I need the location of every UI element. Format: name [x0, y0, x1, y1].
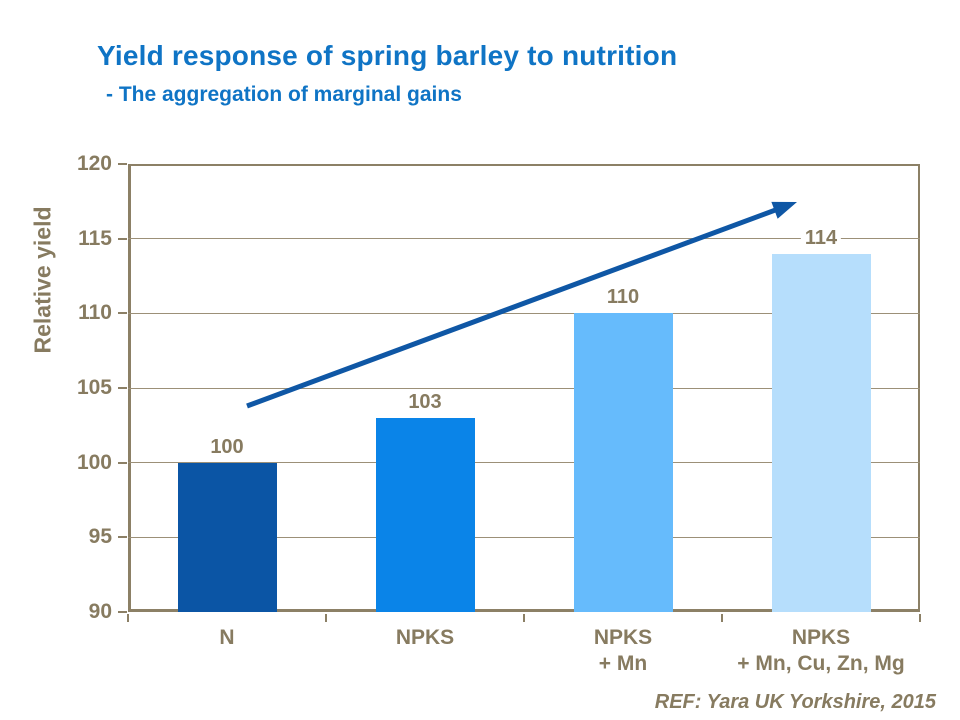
page-subtitle: - The aggregation of marginal gains [106, 83, 462, 106]
y-tick-label: 115 [78, 226, 112, 250]
y-tick-mark [118, 461, 127, 464]
bar-value-label: 110 [602, 286, 644, 309]
x-category-label: N [219, 626, 235, 649]
x-category-label: NPKS + Mn [593, 626, 653, 675]
y-tick-mark [118, 387, 127, 389]
y-tick-mark [118, 312, 127, 315]
gridline [128, 536, 920, 538]
y-tick-label: 120 [76, 152, 112, 175]
reference-text: REF: Yara UK Yorkshire, 2015 [654, 691, 936, 713]
x-tick-mark [127, 614, 129, 622]
bar-value-label: 114 [800, 226, 842, 249]
x-tick-mark [325, 614, 327, 622]
y-tick-label: 95 [88, 525, 112, 549]
bar [177, 462, 277, 612]
x-tick-mark [919, 614, 921, 622]
y-tick-label: 90 [88, 600, 112, 623]
page-title: Yield response of spring barley to nutri… [97, 40, 678, 71]
y-tick-mark [118, 536, 127, 539]
x-tick-mark [721, 614, 723, 622]
x-tick-mark [523, 614, 525, 622]
y-tick-label: 100 [76, 450, 112, 474]
y-tick-mark [118, 611, 127, 613]
bar-value-label: 103 [404, 390, 446, 413]
y-tick-mark [118, 237, 127, 240]
y-tick-label: 110 [78, 301, 112, 325]
y-tick-mark [118, 163, 127, 165]
bar-value-label: 100 [206, 435, 248, 458]
x-category-label: NPKS [395, 626, 455, 649]
y-tick-label: 105 [76, 376, 112, 399]
gridline [128, 462, 920, 464]
bar [573, 313, 673, 612]
bar [375, 417, 475, 612]
x-category-label: NPKS + Mn, Cu, Zn, Mg [737, 626, 905, 675]
bar [771, 253, 871, 612]
